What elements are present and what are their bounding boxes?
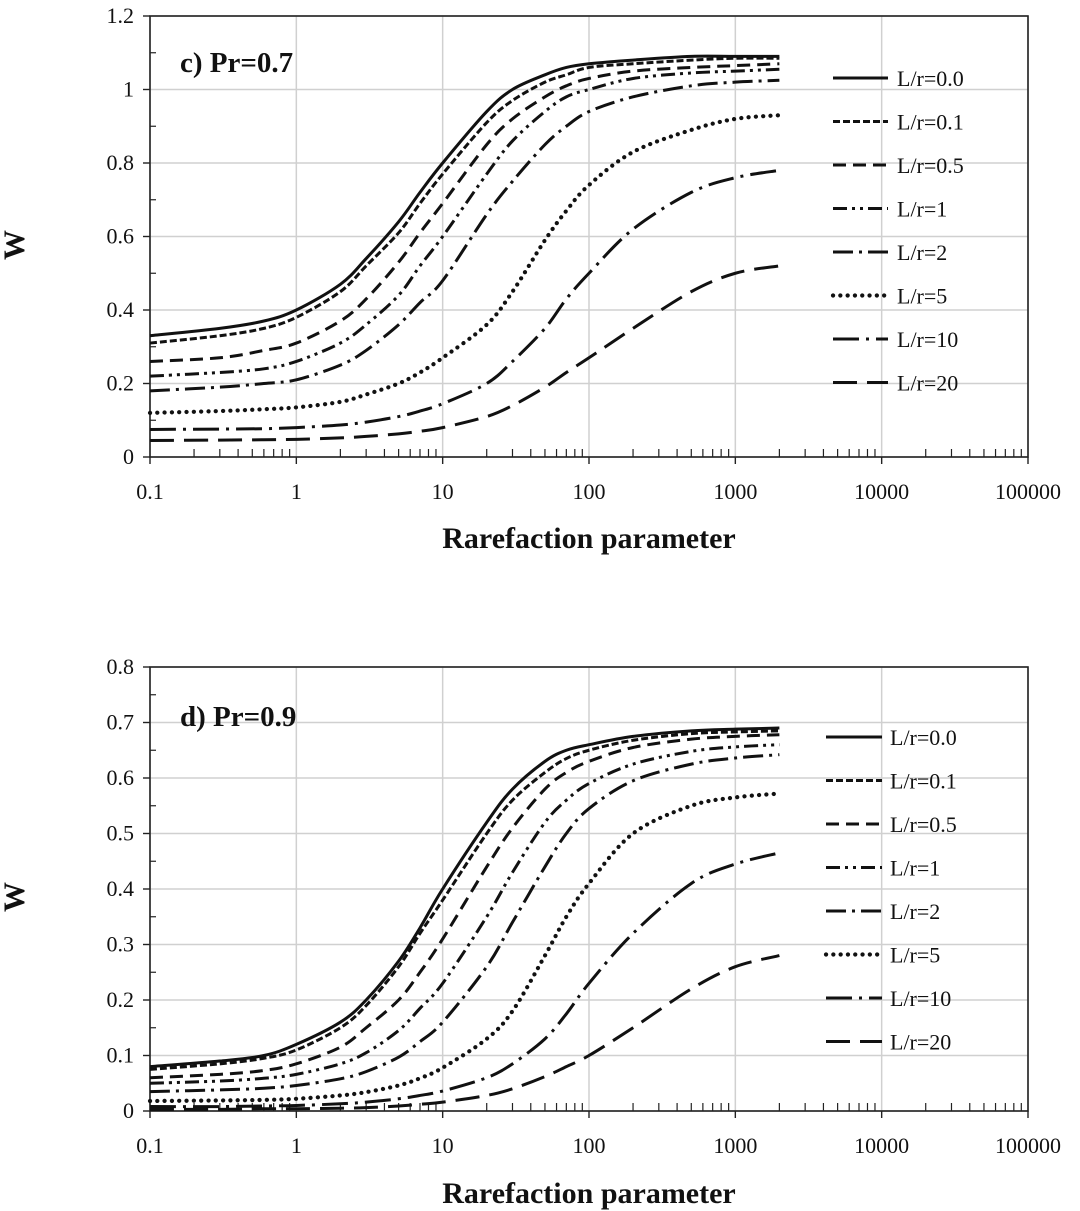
panel-label: d) Pr=0.9: [180, 701, 296, 733]
legend-label: L/r=10: [890, 986, 951, 1011]
legend-label: L/r=1: [890, 856, 940, 881]
legend: L/r=0.0 L/r=0.1 L/r=0.5 L/r=1 L/r=2 L/r=5 L/r=…: [830, 66, 964, 396]
series-line-l-r-0-1: [149, 729, 780, 1071]
legend-label: L/r=0.0: [890, 725, 957, 750]
x-tick-label: 10: [432, 479, 454, 504]
x-tick-label: 100: [573, 1133, 606, 1158]
series-line-l-r-2: [149, 78, 780, 393]
panel-label: c) Pr=0.7: [180, 47, 293, 79]
legend-label: L/r=20: [890, 1030, 951, 1055]
legend-label: L/r=0.0: [897, 66, 964, 91]
y-tick-label: 0.6: [107, 224, 135, 249]
legend: L/r=0.0 L/r=0.1 L/r=0.5 L/r=1 L/r=2 L/r=5 L/r=…: [823, 725, 957, 1055]
series-line-l-r-10: [149, 168, 780, 431]
chart-panel-c: 0.1 1 10 100 1000 10000 100000 0 0.2 0.4 0.6 0.8 1 1.…: [0, 3, 1061, 555]
y-tick-label: 0.3: [107, 932, 135, 957]
y-tick-label: 0.7: [107, 710, 135, 735]
y-tick-label: 0.2: [107, 987, 135, 1012]
series-line-l-r-2: [149, 753, 780, 1094]
legend-label: L/r=2: [897, 240, 947, 265]
series-line-l-r-0-1: [149, 56, 780, 345]
y-tick-label: 0.2: [107, 371, 135, 396]
series-line-l-r-0-0: [149, 726, 780, 1069]
legend-label: L/r=0.1: [897, 110, 964, 135]
y-tick-label: 0.4: [107, 876, 135, 901]
legend-label: L/r=2: [890, 899, 940, 924]
legend-label: L/r=5: [890, 943, 940, 968]
x-tick-label: 1: [291, 1133, 302, 1158]
y-tick-label: 0.5: [107, 821, 135, 846]
y-tick-label: 0.6: [107, 765, 135, 790]
legend-label: L/r=5: [897, 284, 947, 309]
legend-label: L/r=0.1: [890, 769, 957, 794]
x-axis-label: Rarefaction parameter: [442, 1177, 736, 1210]
series-line-l-r-5: [147, 791, 782, 1104]
series-line-l-r-0-5: [149, 62, 780, 363]
y-axis-label: W: [0, 230, 31, 260]
x-tick-label: 100000: [995, 479, 1061, 504]
y-tick-label: 0.8: [107, 150, 135, 175]
x-tick-label: 10: [432, 1133, 454, 1158]
y-tick-label: 0: [123, 1098, 134, 1123]
y-tick-label: 0.8: [107, 654, 135, 679]
x-tick-label: 10000: [854, 479, 909, 504]
series-line-l-r-1: [149, 743, 780, 1085]
y-axis-label: W: [0, 882, 31, 912]
y-tick-label: 0.4: [107, 297, 135, 322]
x-tick-label: 100: [573, 479, 606, 504]
y-tick-label: 0.1: [107, 1043, 135, 1068]
chart-panel-d: 0.1 1 10 100 1000 10000 10000000.10.20.30.40.5…: [0, 654, 1061, 1210]
series-line-l-r-20: [149, 954, 780, 1111]
legend-label: L/r=0.5: [897, 153, 964, 178]
x-tick-label: 0.1: [136, 479, 164, 504]
series-line-l-r-10: [149, 851, 780, 1109]
y-tick-label: 1.2: [107, 3, 135, 28]
series-line-l-r-1: [149, 67, 780, 378]
x-tick-label: 100000: [995, 1133, 1061, 1158]
series-line-l-r-0-5: [149, 733, 780, 1080]
x-tick-label: 0.1: [136, 1133, 164, 1158]
x-tick-label: 10000: [854, 1133, 909, 1158]
legend-label: L/r=20: [897, 371, 958, 396]
series-line-l-r-20: [149, 264, 780, 442]
legend-label: L/r=1: [897, 197, 947, 222]
series-line-l-r-5: [147, 113, 782, 415]
x-tick-label: 1000: [713, 479, 757, 504]
legend-label: L/r=10: [897, 327, 958, 352]
x-axis-label: Rarefaction parameter: [442, 522, 736, 555]
y-tick-label: 0: [123, 444, 134, 469]
y-tick-label: 1: [123, 77, 134, 102]
x-tick-label: 1000: [713, 1133, 757, 1158]
series-line-l-r-0-0: [149, 54, 780, 338]
legend-label: L/r=0.5: [890, 812, 957, 837]
x-tick-label: 1: [291, 479, 302, 504]
